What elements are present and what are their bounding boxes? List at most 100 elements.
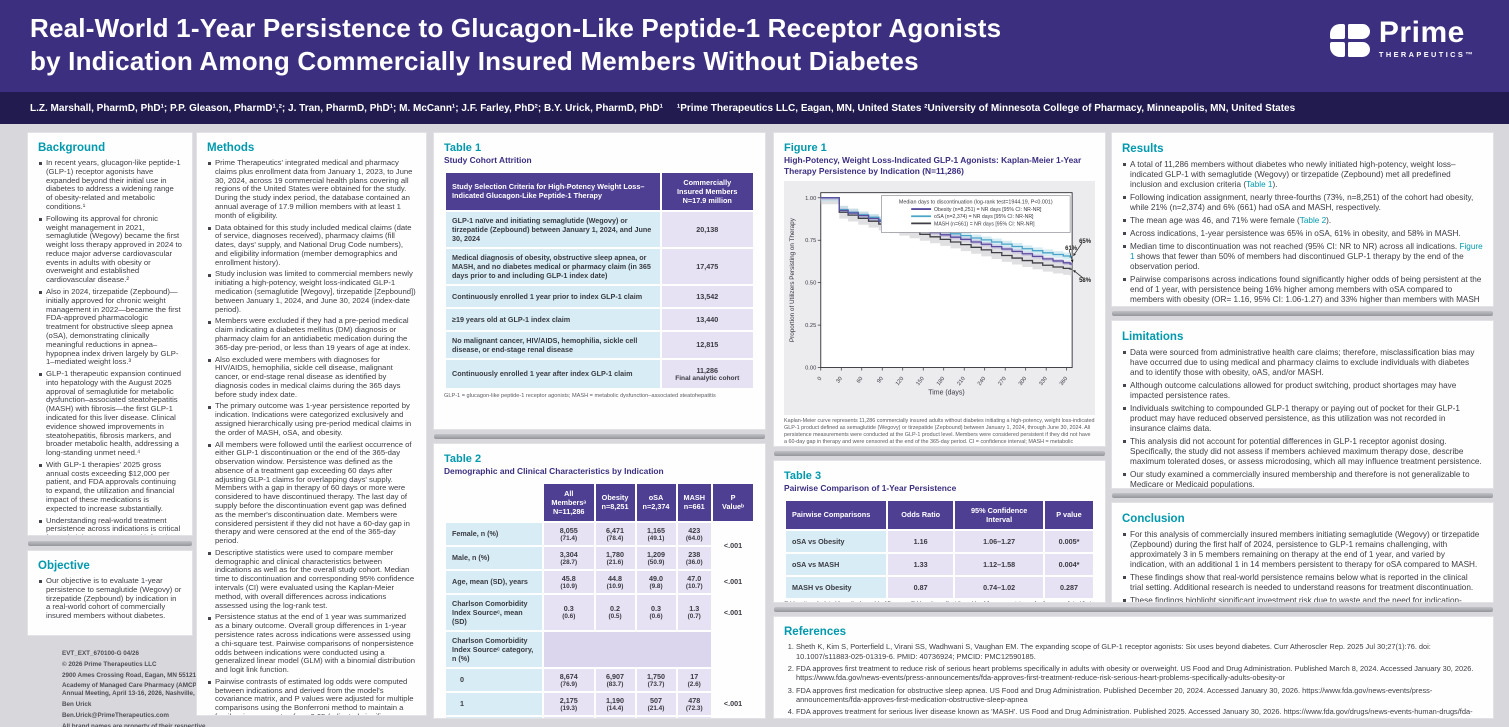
characteristic-cell: 0	[446, 668, 542, 691]
count-cell: 17,475	[661, 248, 753, 284]
table1-row: No malignant cancer, HIV/AIDS, hemophili…	[446, 331, 753, 358]
svg-text:0.50: 0.50	[805, 281, 816, 287]
table3: Pairwise Comparisons Odds Ratio 95% Confid…	[784, 499, 1095, 600]
svg-text:MASH (n=661) = NR days [95% CI: MASH (n=661) = NR days [95% CI: NR-NR]	[934, 221, 1035, 227]
bullet-item: For this analysis of commercially insure…	[1122, 530, 1483, 570]
characteristic-cell: Female, n (%)	[446, 522, 542, 545]
svg-text:61%: 61%	[1065, 246, 1078, 252]
p-value-cell: <.001	[723, 541, 743, 551]
value-cell: 3,304 (28.7)	[544, 546, 594, 569]
bullet-item: Data obtained for this study included me…	[207, 223, 416, 268]
value-cell: 507 (21.4)	[636, 692, 676, 715]
stat-cell: 0.005*	[1044, 530, 1093, 552]
figure1-subtitle: High-Potency, Weight Loss-Indicated GLP-…	[784, 155, 1082, 176]
kaplan-meier-chart-svg: 0.00 0.25 0.50 0.75 1.00 0 30 60 90 120 150 180 210 2…	[789, 192, 1092, 396]
table3-title: Table 3	[784, 470, 822, 482]
table1-count-header: Commercially Insured Members N=17.9 mill…	[661, 172, 753, 210]
bullet-item: Across indications, 1-year persistence w…	[1122, 229, 1483, 239]
value-cell: 1,165 (49.1)	[636, 522, 676, 545]
value-cell: 1,750 (73.7)	[636, 668, 676, 691]
table1-subtitle: Study Cohort Attrition	[444, 155, 532, 165]
methods-bullets: Prime Therapeutics' integrated medical a…	[207, 158, 416, 715]
table1-row: GLP-1 naïve and initiating semaglutide (…	[446, 211, 753, 247]
bullet-item: These findings highlight significant inv…	[1122, 596, 1483, 602]
svg-text:330: 330	[1038, 376, 1048, 387]
bullet-item: Following its approval for chronic weigh…	[38, 214, 182, 285]
svg-text:60: 60	[856, 376, 865, 385]
poster-title: Real-World 1-Year Persistence to Glucago…	[30, 12, 1001, 78]
bullet-item: Our study examined a commercially insure…	[1122, 470, 1483, 488]
svg-text:0.25: 0.25	[805, 323, 816, 329]
svg-text:180: 180	[936, 376, 946, 387]
comparison-cell: oSA vs Obesity	[786, 530, 886, 552]
table2-row: 0 8,674 (76.9) 6,907 (83.7) 1,750 (73.7) 17 (2.6…	[446, 668, 753, 708]
svg-text:58%: 58%	[1079, 278, 1092, 284]
prime-logo-text: Prime THERAPEUTICS™	[1378, 16, 1475, 59]
count-note: Final analytic cohort	[675, 374, 740, 382]
svg-text:300: 300	[1018, 376, 1028, 387]
table1-title: Table 1	[444, 142, 482, 154]
value-cell: 17 (2.6)	[677, 668, 711, 691]
contact-email[interactable]: Ben.Urick@PrimeTherapeutics.com	[62, 712, 169, 719]
figure1-footnote: Kaplan-Meier curve represents 11,286 com…	[784, 418, 1095, 446]
svg-text:0.75: 0.75	[805, 238, 816, 244]
stat-cell: 0.74–1.02	[955, 576, 1043, 598]
logo-quadrant	[1347, 42, 1370, 57]
svg-text:90: 90	[876, 376, 885, 385]
background-card: Background In recent years, glucagon-lik…	[28, 133, 192, 535]
svg-text:Time (days): Time (days)	[928, 389, 964, 396]
table3-row: oSA vs Obesity 1.16 1.06–1.27 0.005*	[786, 530, 1093, 552]
background-heading: Background	[38, 142, 106, 154]
cross-reference-link: Table 2	[1299, 216, 1327, 226]
references-heading: References	[784, 626, 847, 638]
reference-item: FDA approves treatment for serious liver…	[796, 707, 1483, 718]
count-cell: 11,286 Final analytic cohort	[661, 359, 753, 388]
table2-subtitle: Demographic and Clinical Characteristics…	[444, 466, 664, 476]
characteristic-cell: Charlson Comorbidity Index Sourceᶜ categ…	[446, 631, 542, 667]
table2-col-header: oSA n=2,374	[636, 483, 676, 521]
bullet-item: Median time to discontinuation was not r…	[1122, 242, 1483, 272]
p-value-cell: <.001	[723, 607, 743, 617]
bullet-item: With GLP-1 therapies' 2025 gross annual …	[38, 460, 182, 514]
footer-line: 2900 Ames Crossing Road, Eagan, MN 55121	[62, 671, 197, 679]
logo-brand-name: Prime	[1378, 16, 1465, 49]
divider	[434, 434, 765, 439]
criteria-cell: ≥19 years old at GLP-1 index claim	[446, 308, 660, 330]
logo-quadrant	[1329, 42, 1345, 57]
table2-title: Table 2	[444, 453, 482, 465]
criteria-cell: Continuously enrolled 1 year after index…	[446, 359, 660, 388]
table3-col-header: Odds Ratio	[888, 500, 954, 529]
comparison-cell: oSA vs MASH	[786, 553, 886, 575]
stat-cell: 0.287	[1044, 576, 1093, 598]
value-cell: 117(4.9)	[636, 716, 676, 718]
svg-text:Median days to discontinuation: Median days to discontinuation (log-rank…	[899, 200, 1053, 206]
table2-row: Charlson Comorbidity Index Sourceᶜ categ…	[446, 631, 753, 667]
table2-card: Table 2 Demographic and Clinical Charact…	[434, 444, 765, 718]
table3-row: oSA vs MASH 1.33 1.12–1.58 0.004*	[786, 553, 1093, 575]
svg-text:Proportion of Utilizers Persis: Proportion of Utilizers Persisting on Th…	[789, 217, 796, 342]
bullet-item: Our objective is to evaluate 1-year pers…	[38, 576, 182, 621]
table2-col-header: All Membersᵃ N=11,286	[544, 483, 594, 521]
background-bullets: In recent years, glucagon-like peptide-1…	[38, 158, 182, 535]
value-cell: 0.3 (0.6)	[544, 594, 594, 630]
characteristic-cell: 2+	[446, 716, 542, 718]
svg-text:210: 210	[956, 376, 966, 387]
objective-heading: Objective	[38, 560, 90, 572]
criteria-cell: Medical diagnosis of obesity, obstructiv…	[446, 248, 660, 284]
prime-logo: Prime THERAPEUTICS™	[1329, 16, 1475, 59]
p-value-cell: <.001	[723, 699, 743, 709]
table2-col-header	[446, 484, 542, 521]
value-cell: 437(3.8)	[544, 716, 594, 718]
results-heading: Results	[1122, 143, 1164, 155]
table1-header-row: Study Selection Criteria for High-Potenc…	[446, 172, 753, 210]
table2-row: 2+437(3.8)154(1.9)117(4.9)166(7.1)	[446, 716, 753, 718]
footer-line: EVT_EXT_670100-G 04/26	[62, 650, 140, 657]
svg-text:150: 150	[915, 376, 925, 387]
bullet-item: Also in 2024, tirzepatide (Zepbound)—ini…	[38, 287, 182, 367]
table1: Study Selection Criteria for High-Potenc…	[444, 171, 755, 390]
methods-card: Methods Prime Therapeutics' integrated m…	[197, 133, 426, 715]
value-cell: 0.3 (0.6)	[636, 594, 676, 630]
p-value-cell: <.001	[723, 577, 743, 587]
bullet-item: Members were excluded if they had a pre-…	[207, 316, 416, 352]
table2-row: 1 2,175 (19.3) 1,190 (14.4) 507 (21.4) 478 (72.3…	[446, 692, 753, 715]
